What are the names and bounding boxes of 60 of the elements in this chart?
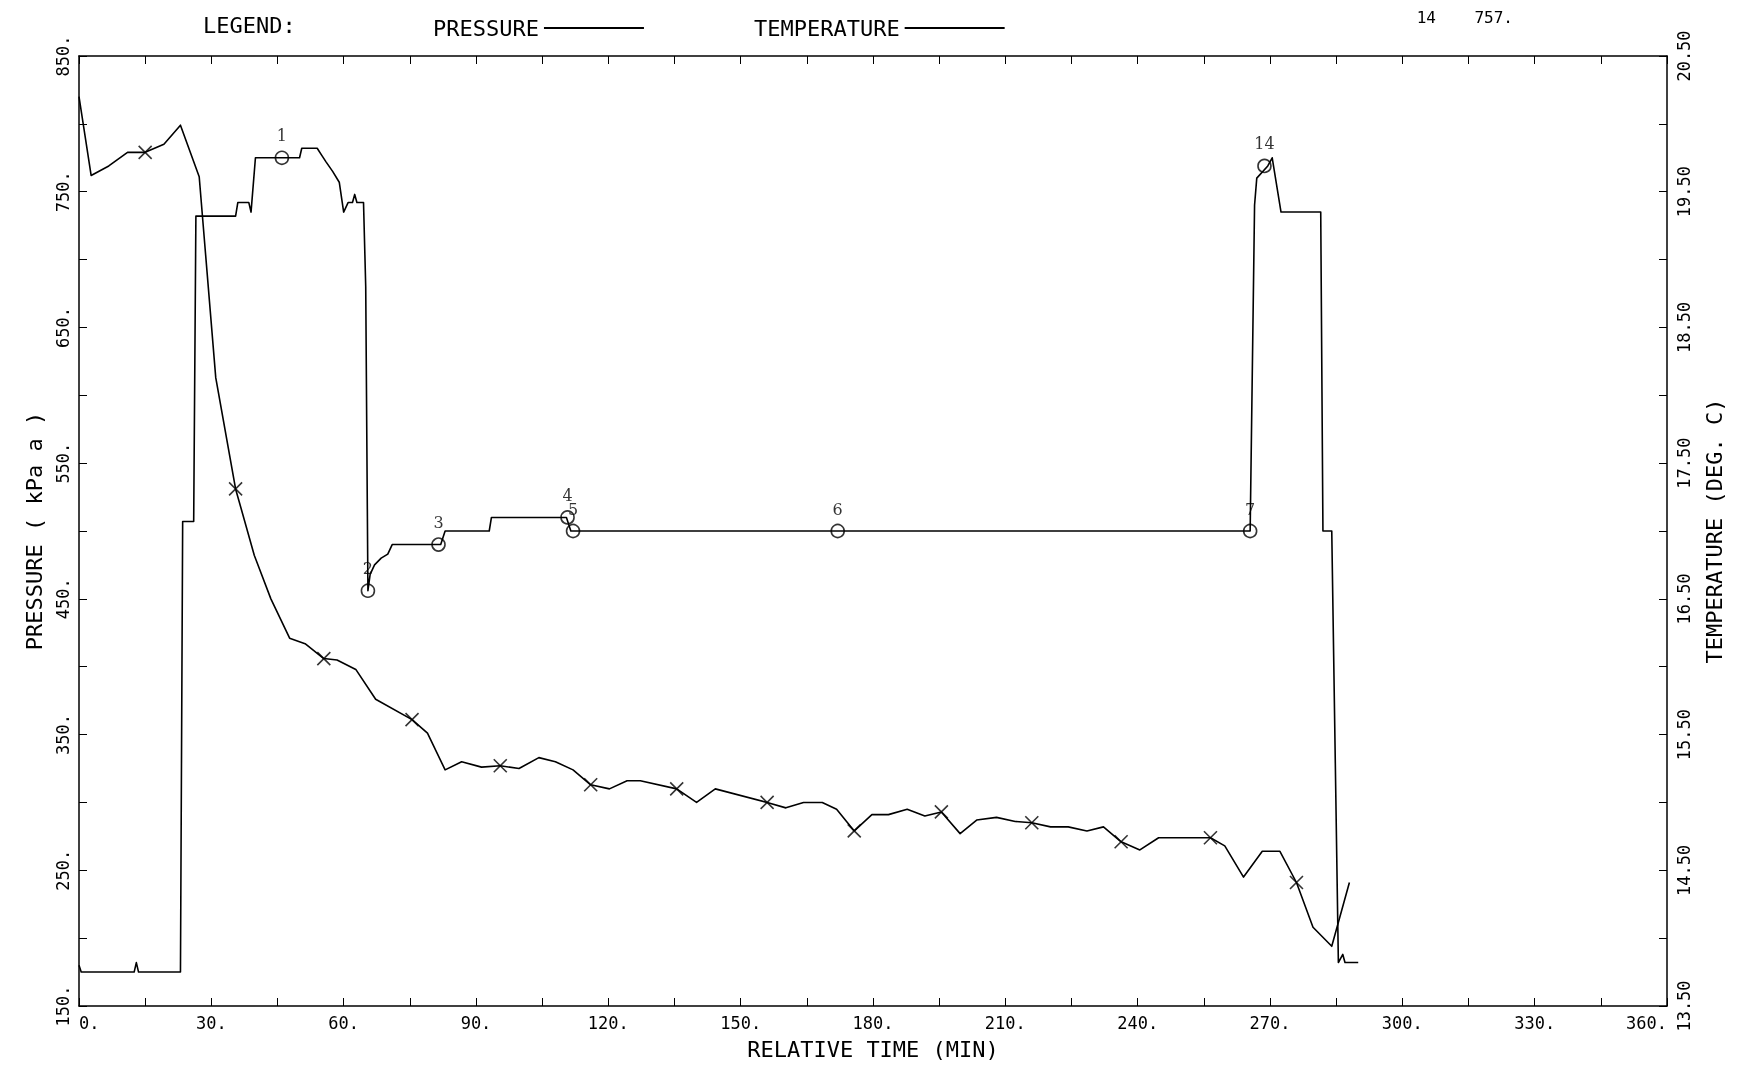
y-tick-label: 350. bbox=[52, 714, 73, 756]
y2-tick-label: 15.50 bbox=[1673, 708, 1694, 761]
point bbox=[565, 523, 581, 539]
annotation: 3 bbox=[433, 513, 444, 533]
point bbox=[1242, 523, 1258, 539]
point bbox=[846, 823, 862, 839]
annotation: 14 bbox=[1254, 134, 1275, 154]
x-tick-label: 0. bbox=[79, 1012, 100, 1033]
y2-tick-label: 20.50 bbox=[1673, 30, 1694, 82]
point bbox=[583, 777, 598, 793]
y2-tick-label: 18.50 bbox=[1673, 301, 1694, 354]
y-axis-title: PRESSURE ( kPa a ) bbox=[21, 411, 47, 651]
legend-label: TEMPERATURE bbox=[753, 15, 900, 41]
point bbox=[1113, 834, 1129, 850]
point bbox=[1257, 158, 1272, 174]
y2-tick-label: 13.50 bbox=[1673, 980, 1694, 1032]
point bbox=[316, 651, 332, 666]
x-tick-label: 210. bbox=[984, 1012, 1026, 1033]
x-tick-label: 150. bbox=[720, 1012, 762, 1033]
x-tick-label: 180. bbox=[852, 1012, 894, 1033]
legend-label: PRESSURE bbox=[432, 15, 539, 41]
annotation: 1 bbox=[276, 126, 287, 146]
point bbox=[934, 804, 949, 820]
annotation: 6 bbox=[832, 499, 843, 519]
text: 14 757. bbox=[1416, 7, 1513, 27]
point bbox=[137, 145, 153, 160]
point bbox=[669, 781, 685, 797]
x-tick-label: 30. bbox=[195, 1012, 227, 1033]
y2-axis-title: TEMPERATURE (DEG. C) bbox=[1701, 398, 1727, 664]
y-tick-label: 550. bbox=[52, 442, 73, 484]
y-tick-label: 650. bbox=[52, 306, 73, 348]
point bbox=[274, 150, 290, 166]
x-axis-title: RELATIVE TIME (MIN) bbox=[747, 1036, 999, 1062]
y2-tick-label: 16.50 bbox=[1673, 573, 1694, 625]
point bbox=[404, 712, 420, 727]
y2-tick-label: 17.50 bbox=[1673, 437, 1694, 489]
y-tick-label: 450. bbox=[52, 578, 73, 620]
y-tick-label: 850. bbox=[52, 35, 73, 77]
x-tick-label: 120. bbox=[587, 1012, 629, 1033]
point bbox=[431, 537, 446, 552]
y-tick-label: 250. bbox=[52, 849, 73, 891]
x-tick-label: 60. bbox=[328, 1012, 360, 1033]
point bbox=[1203, 830, 1218, 846]
point bbox=[492, 758, 508, 774]
y-tick-label: 750. bbox=[52, 171, 73, 213]
point bbox=[1289, 875, 1304, 890]
x-tick-label: 330. bbox=[1514, 1012, 1556, 1033]
point bbox=[228, 481, 243, 497]
x-tick-label: 90. bbox=[460, 1012, 492, 1033]
x-tick-label: 270. bbox=[1249, 1012, 1291, 1033]
point bbox=[360, 583, 376, 599]
y2-tick-label: 14.50 bbox=[1673, 844, 1694, 896]
x-tick-label: 360. bbox=[1626, 1012, 1667, 1033]
legend-title: LEGEND: bbox=[203, 12, 296, 38]
point bbox=[1024, 815, 1040, 831]
x-tick-label: 240. bbox=[1117, 1012, 1159, 1033]
point bbox=[830, 523, 846, 539]
y2-tick-label: 19.50 bbox=[1673, 166, 1694, 218]
point bbox=[759, 795, 775, 810]
x-tick-label: 300. bbox=[1381, 1012, 1423, 1033]
